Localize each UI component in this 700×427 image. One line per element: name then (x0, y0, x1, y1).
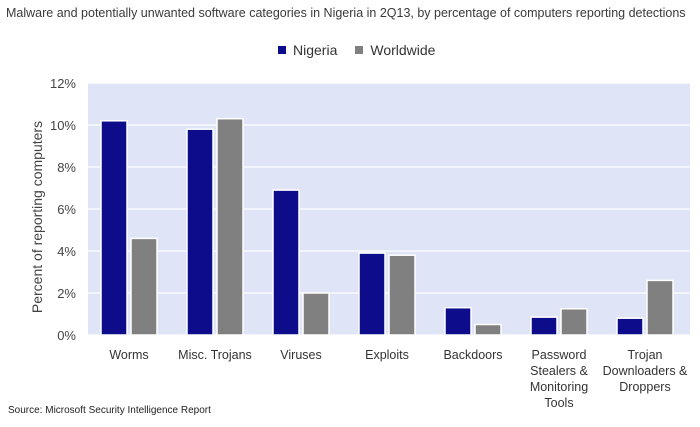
bar-nigeria (616, 317, 644, 336)
legend-swatch-worldwide (355, 46, 364, 54)
legend-entry-worldwide: Worldwide (355, 42, 435, 58)
x-category-label-line: Droppers (619, 380, 670, 394)
x-category-label-line: Monitoring (530, 380, 588, 394)
x-category-label-line: Worms (109, 348, 148, 362)
bar-nigeria (530, 316, 558, 336)
x-category-label-line: Misc. Trojans (178, 348, 252, 362)
y-tick-label: 6% (57, 202, 76, 217)
y-tick-label: 8% (57, 160, 76, 175)
x-category-label-line: Password (532, 348, 587, 362)
x-category-label-line: Trojan (628, 348, 663, 362)
x-category-label-line: Downloaders & (603, 364, 688, 378)
bar-worldwide (646, 279, 674, 336)
y-tick-label: 10% (50, 118, 76, 133)
bar-worldwide (130, 237, 158, 336)
bar-nigeria (100, 120, 128, 336)
legend-entry-nigeria: Nigeria (278, 42, 337, 58)
x-category-label: Backdoors (443, 348, 502, 362)
legend: Nigeria Worldwide (278, 42, 435, 58)
chart-title: Malware and potentially unwanted softwar… (6, 6, 686, 20)
legend-label-worldwide: Worldwide (370, 42, 436, 58)
x-category-label: Trojan Downloaders & Droppers (603, 348, 688, 394)
legend-label-nigeria: Nigeria (293, 42, 338, 58)
x-category-label-line: Viruses (280, 348, 321, 362)
x-category-label: Worms (109, 348, 148, 362)
legend-swatch-nigeria (278, 46, 286, 54)
x-category-label-line: Stealers & (530, 364, 588, 378)
y-axis-title: Percent of reporting computers (29, 121, 45, 313)
bar-worldwide (474, 323, 502, 336)
bar-worldwide (216, 117, 244, 336)
y-tick-label: 2% (57, 286, 76, 301)
bar-worldwide (388, 254, 416, 336)
y-tick-label: 0% (57, 328, 76, 343)
source-note: Source: Microsoft Security Intelligence … (8, 405, 211, 416)
x-category-label: Viruses (280, 348, 321, 362)
bar-nigeria (444, 306, 472, 336)
bar-worldwide (302, 292, 330, 336)
x-category-label: Misc. Trojans (178, 348, 252, 362)
x-category-label: Exploits (365, 348, 409, 362)
y-tick-label: 12% (50, 76, 76, 91)
bar-nigeria (358, 252, 386, 336)
x-category-label-line: Tools (544, 396, 573, 410)
bar-nigeria (272, 189, 300, 336)
y-tick-label: 4% (57, 244, 76, 259)
bar-nigeria (186, 128, 214, 336)
x-category-label-line: Exploits (365, 348, 409, 362)
bar-worldwide (560, 308, 588, 336)
x-category-label: Password Stealers & Monitoring Tools (530, 348, 589, 410)
x-category-label-line: Backdoors (443, 348, 502, 362)
